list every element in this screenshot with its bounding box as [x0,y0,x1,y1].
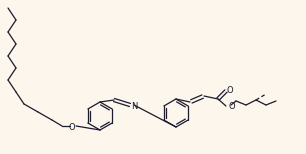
Text: O: O [227,85,233,95]
Text: O: O [229,101,236,111]
Text: N: N [131,101,137,111]
Text: O: O [69,122,75,132]
